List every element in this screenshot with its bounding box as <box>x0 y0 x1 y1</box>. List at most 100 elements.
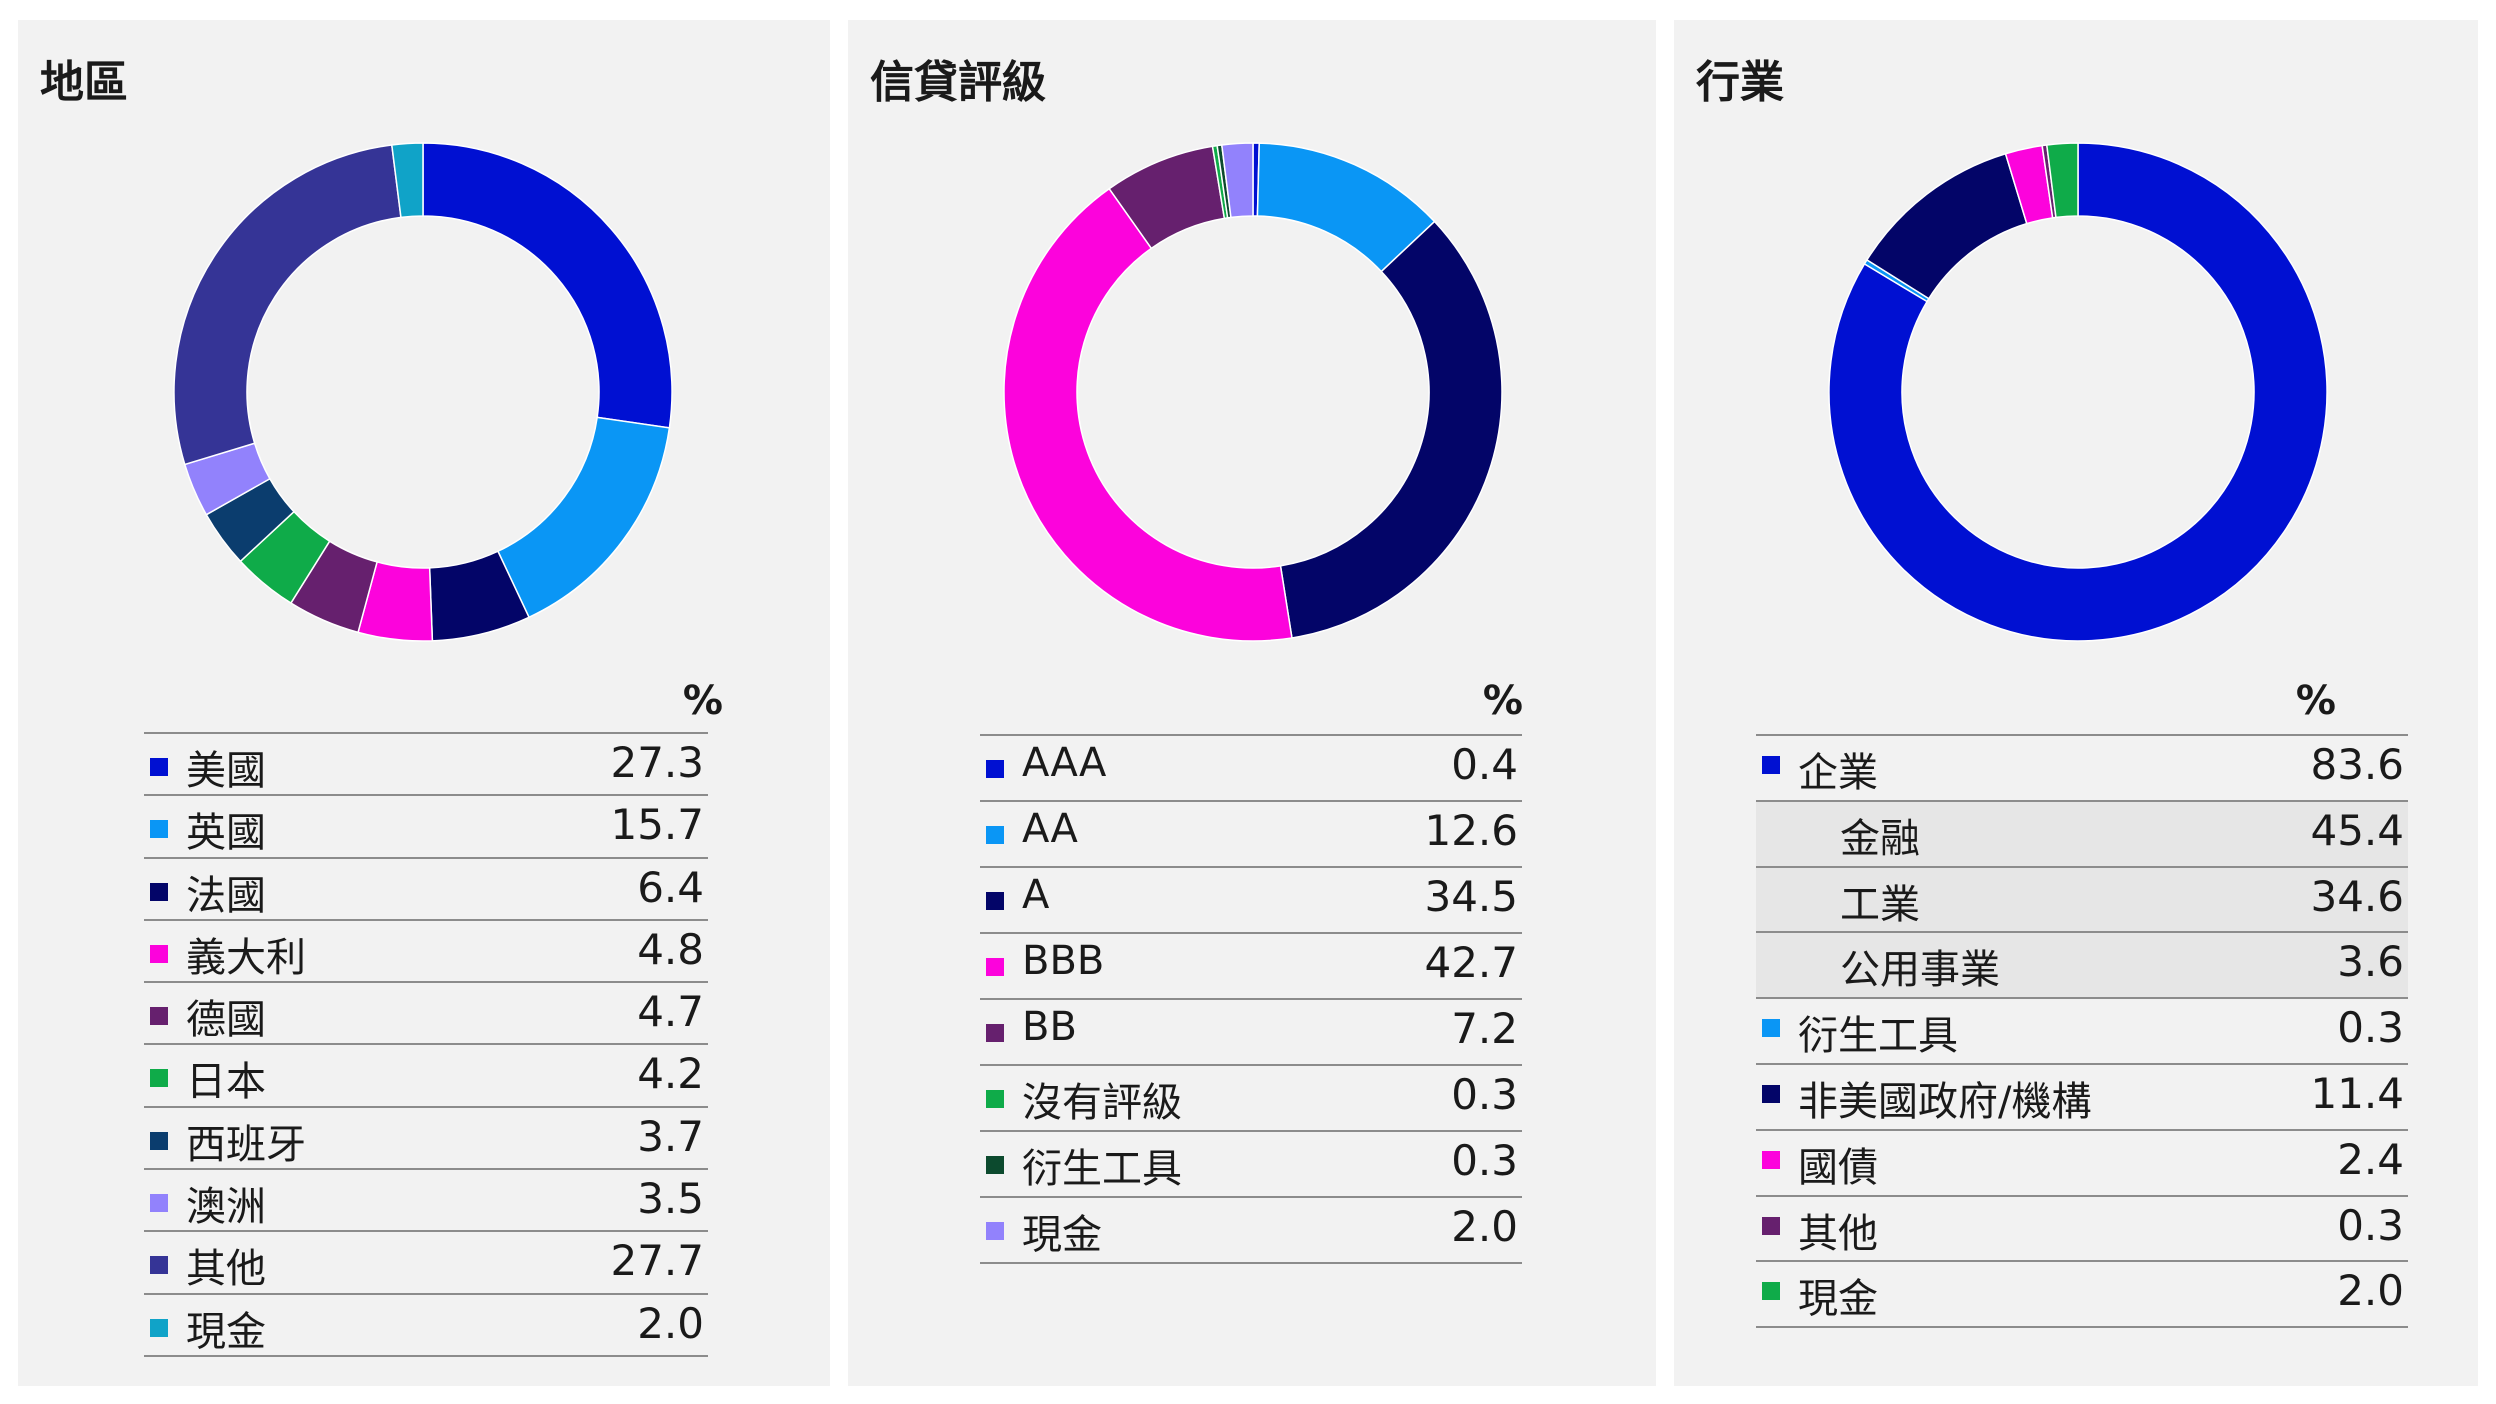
sector-donut-chart <box>1828 142 2328 642</box>
region-legend-value: 27.7 <box>610 1236 704 1286</box>
sector-legend-label: 工業 <box>1840 881 1920 928</box>
region-legend-value: 6.4 <box>637 862 704 912</box>
region-slice-1 <box>496 416 671 619</box>
credit-rating-legend-swatch <box>986 1090 1004 1108</box>
credit-rating-legend-value: 34.5 <box>1424 872 1518 921</box>
sector-legend-swatch <box>1762 1019 1780 1038</box>
sector-legend-row: 工業 34.6 <box>1756 867 2408 934</box>
region-legend-row: 西班牙 3.7 <box>144 1108 708 1171</box>
credit-rating-legend-swatch <box>986 1156 1004 1174</box>
sector-legend-swatch <box>1762 1282 1780 1301</box>
sector-panel: 行業 % 企業 83.6 金融 45.4 工業 34.6 公用事業 3.6 衍生工具 0.3 非美國… <box>1674 20 2478 1386</box>
region-legend-swatch <box>150 1007 168 1026</box>
region-slice-8 <box>173 144 402 466</box>
region-legend-row: 英國 15.7 <box>144 796 708 859</box>
region-slice-0 <box>422 142 673 429</box>
credit-rating-legend-row: AAA 0.4 <box>980 736 1522 802</box>
region-legend-swatch <box>150 820 168 839</box>
sector-legend-swatch <box>1762 1150 1780 1169</box>
region-legend-row: 美國 27.3 <box>144 734 708 797</box>
region-legend-value: 4.7 <box>637 987 704 1037</box>
region-legend-row: 其他 27.7 <box>144 1232 708 1295</box>
sector-legend-value: 11.4 <box>2310 1068 2404 1118</box>
region-legend-swatch <box>150 758 168 776</box>
credit-rating-legend-label: AA <box>1022 806 1078 852</box>
region-legend-label: 德國 <box>186 997 266 1044</box>
region-legend-label: 澳洲 <box>186 1184 266 1231</box>
credit-rating-legend-swatch <box>986 958 1004 976</box>
sector-title: 行業 <box>1696 57 1784 108</box>
sector-slice-5 <box>2045 142 2079 219</box>
credit-rating-legend-swatch <box>986 1222 1004 1240</box>
sector-legend-row: 公用事業 3.6 <box>1756 933 2408 1000</box>
credit-rating-legend-value: 7.2 <box>1451 1004 1518 1053</box>
region-legend-swatch <box>150 1194 168 1213</box>
region-legend-value: 27.3 <box>610 738 704 787</box>
credit-rating-legend-value: 0.3 <box>1451 1136 1518 1185</box>
region-legend-label: 其他 <box>186 1246 266 1293</box>
sector-legend-value: 3.6 <box>2337 937 2404 987</box>
sector-legend-value: 83.6 <box>2310 740 2404 789</box>
credit-rating-legend-label: BB <box>1022 1004 1077 1050</box>
region-legend-swatch <box>150 1256 168 1275</box>
region-legend-label: 現金 <box>186 1308 266 1355</box>
credit-rating-legend-swatch <box>986 892 1004 910</box>
region-legend-label: 西班牙 <box>186 1121 306 1168</box>
credit-rating-legend-label: BBB <box>1022 938 1105 984</box>
sector-legend-row: 其他 0.3 <box>1756 1197 2408 1263</box>
sector-legend-value: 45.4 <box>2310 805 2404 855</box>
region-legend-label: 美國 <box>186 748 266 794</box>
sector-legend-row: 衍生工具 0.3 <box>1756 999 2408 1065</box>
region-legend-swatch <box>150 882 168 901</box>
region-legend-value: 4.2 <box>637 1049 704 1099</box>
sector-legend-value: 0.3 <box>2337 1200 2404 1250</box>
credit-rating-legend-swatch <box>986 826 1004 844</box>
credit-rating-legend-label: 衍生工具 <box>1022 1146 1182 1192</box>
credit-rating-legend-table: AAA 0.4 AA 12.6 A 34.5 BBB 42.7 BB 7.2 沒有評級 0.3 衍生工具… <box>980 734 1522 1264</box>
credit-rating-legend-row: 沒有評級 0.3 <box>980 1066 1522 1132</box>
credit-rating-legend-label: AAA <box>1022 740 1107 786</box>
credit-rating-legend-value: 0.3 <box>1451 1070 1518 1119</box>
region-legend-value: 2.0 <box>637 1298 704 1348</box>
credit-rating-legend-label: 現金 <box>1022 1212 1102 1258</box>
sector-legend-row: 非美國政府/機構 11.4 <box>1756 1065 2408 1131</box>
sector-legend-swatch <box>1762 756 1780 774</box>
sector-percent-header: % <box>2295 678 2336 724</box>
sector-legend-table: 企業 83.6 金融 45.4 工業 34.6 公用事業 3.6 衍生工具 0.3 非美國政府/機構… <box>1756 734 2408 1329</box>
sector-legend-label: 其他 <box>1798 1210 1878 1257</box>
region-legend-label: 日本 <box>186 1059 266 1106</box>
sector-legend-label: 國債 <box>1798 1144 1878 1191</box>
credit-rating-legend-row: 現金 2.0 <box>980 1198 1522 1264</box>
credit-rating-legend-row: A 34.5 <box>980 868 1522 934</box>
sector-legend-row: 金融 45.4 <box>1756 801 2408 868</box>
sector-legend-value: 34.6 <box>2310 871 2404 921</box>
credit-rating-legend-row: BB 7.2 <box>980 1000 1522 1066</box>
region-legend-value: 3.5 <box>637 1174 704 1224</box>
sector-legend-value: 2.4 <box>2337 1134 2404 1184</box>
region-title: 地區 <box>40 57 128 108</box>
sector-legend-value: 0.3 <box>2337 1003 2404 1053</box>
region-legend-value: 3.7 <box>637 1111 704 1161</box>
sector-legend-row: 國債 2.4 <box>1756 1131 2408 1197</box>
credit-rating-title: 信貸評級 <box>870 57 1046 108</box>
region-legend-label: 義大利 <box>186 934 306 981</box>
credit-rating-legend-label: 沒有評級 <box>1022 1080 1182 1126</box>
credit-rating-legend-row: 衍生工具 0.3 <box>980 1132 1522 1198</box>
region-legend-label: 法國 <box>186 872 266 919</box>
credit-rating-legend-value: 42.7 <box>1424 938 1518 987</box>
sector-legend-swatch <box>1762 1216 1780 1235</box>
region-panel: 地區 % 美國 27.3 英國 15.7 法國 6.4 義大利 4.8 德國 4.7 日本 4.2 西班… <box>18 20 830 1386</box>
credit-rating-legend-row: BBB 42.7 <box>980 934 1522 1000</box>
region-legend-row: 澳洲 3.5 <box>144 1170 708 1233</box>
region-percent-header: % <box>682 678 723 724</box>
sector-legend-row: 現金 2.0 <box>1756 1262 2408 1329</box>
region-legend-row: 德國 4.7 <box>144 983 708 1046</box>
region-legend-row: 義大利 4.8 <box>144 921 708 984</box>
sector-legend-label: 公用事業 <box>1840 947 2000 994</box>
credit-rating-slice-2 <box>1279 220 1503 639</box>
credit-rating-legend-value: 2.0 <box>1451 1202 1518 1251</box>
sector-legend-label: 現金 <box>1798 1276 1878 1323</box>
credit-rating-legend-row: AA 12.6 <box>980 802 1522 868</box>
credit-rating-slice-7 <box>1220 142 1254 219</box>
credit-rating-legend-swatch <box>986 1024 1004 1042</box>
